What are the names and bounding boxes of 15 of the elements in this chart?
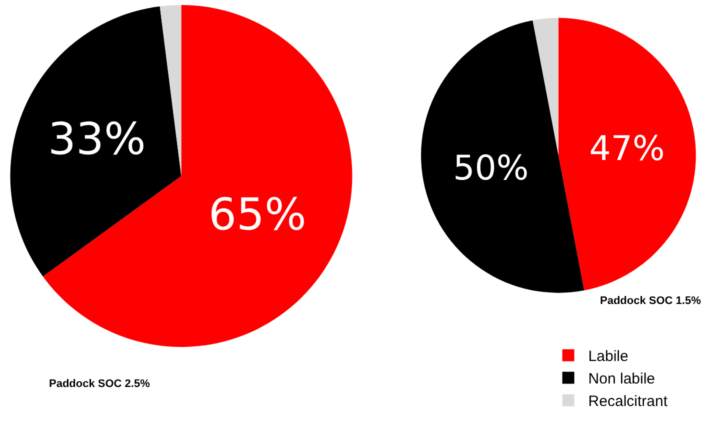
pie-slice (42, 5, 352, 347)
data-label: 33% (48, 114, 146, 165)
pie-slice (420, 20, 584, 293)
pie-slice (160, 5, 182, 176)
data-label: 47% (589, 128, 665, 169)
data-label: 65% (208, 189, 306, 240)
pie-slice (10, 6, 182, 276)
pie-slice (532, 18, 558, 156)
pie-slice (558, 18, 696, 290)
legend-label: Labile (588, 348, 628, 366)
legend-label: Non labile (588, 370, 656, 388)
legend-label: Recalcitrant (588, 393, 668, 410)
data-label: 50% (453, 148, 529, 188)
text: Paddock SOC 1.5% (600, 295, 702, 307)
text: Paddock SOC 2.5% (49, 378, 150, 390)
